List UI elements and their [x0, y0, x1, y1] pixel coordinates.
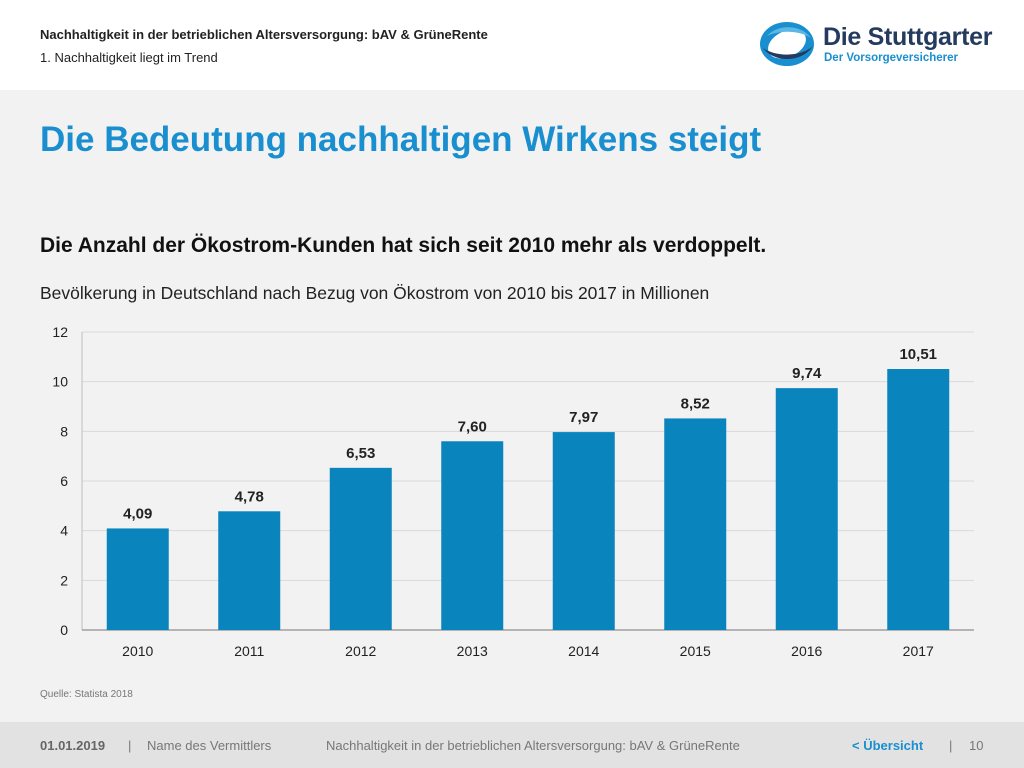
x-tick-label-2012: 2012 [345, 643, 376, 659]
bar-2011 [218, 511, 281, 630]
company-logo: Die Stuttgarter Der Vorsorgeversicherer [757, 18, 997, 74]
x-tick-label-2010: 2010 [122, 643, 153, 659]
chart-bars [106, 369, 950, 630]
slide-footer: 01.01.2019 | Name des Vermittlers Nachha… [0, 722, 1024, 768]
y-tick-label: 8 [60, 423, 68, 439]
chart-axes: 0 2 4 6 8 10 12 2010 2011 2012 2013 2014 2015 2016 201… [52, 324, 974, 659]
slide-content: Die Bedeutung nachhaltigen Wirkens steig… [0, 90, 1024, 722]
data-label-2015: 8,52 [681, 395, 710, 412]
data-label-2017: 10,51 [899, 346, 937, 363]
footer-separator: | [949, 738, 953, 753]
y-tick-label: 12 [52, 324, 68, 340]
source-note: Quelle: Statista 2018 [40, 689, 133, 700]
bar-2010 [106, 528, 169, 630]
page-number: 10 [969, 738, 984, 753]
data-label-2011: 4,78 [235, 488, 264, 505]
overview-link[interactable]: < Übersicht [852, 738, 924, 753]
x-tick-label-2017: 2017 [903, 643, 934, 659]
y-tick-label: 6 [60, 473, 68, 489]
x-tick-label-2016: 2016 [791, 643, 822, 659]
page-title: Die Bedeutung nachhaltigen Wirkens steig… [40, 120, 762, 159]
header-title: Nachhaltigkeit in der betrieblichen Alte… [40, 27, 488, 42]
chart-gridlines [82, 331, 974, 581]
logo-tagline: Der Vorsorgeversicherer [824, 52, 959, 64]
y-tick-label: 0 [60, 622, 68, 638]
logo-mark-icon [760, 22, 814, 66]
data-label-2013: 7,60 [458, 418, 487, 435]
chart-value-labels: 4,09 4,78 6,53 7,60 7,97 8,52 9,74 10,51 [123, 346, 937, 522]
logo-name: Die Stuttgarter [823, 23, 993, 51]
x-tick-label-2014: 2014 [568, 643, 599, 659]
bar-2015 [664, 418, 727, 630]
slide-headline: Die Anzahl der Ökostrom-Kunden hat sich … [40, 234, 767, 257]
footer-date: 01.01.2019 [40, 738, 106, 753]
data-label-2012: 6,53 [346, 445, 375, 462]
data-label-2010: 4,09 [123, 505, 152, 522]
y-tick-label: 4 [60, 523, 68, 539]
header-subtitle: 1. Nachhaltigkeit liegt im Trend [40, 50, 218, 65]
bar-chart: 0 2 4 6 8 10 12 2010 2011 2012 2013 2014 2015 2016 201… [52, 324, 974, 659]
bar-2017 [887, 369, 950, 630]
data-label-2016: 9,74 [792, 365, 822, 382]
bar-2013 [441, 441, 504, 630]
bar-2014 [552, 432, 615, 630]
footer-document-title: Nachhaltigkeit in der betrieblichen Alte… [326, 738, 740, 753]
y-tick-label: 10 [52, 374, 68, 390]
data-label-2014: 7,97 [569, 409, 598, 426]
x-tick-label-2015: 2015 [680, 643, 711, 659]
bar-2012 [329, 467, 392, 630]
footer-separator: | [128, 738, 132, 753]
bar-2016 [775, 388, 838, 630]
chart-caption: Bevölkerung in Deutschland nach Bezug vo… [40, 283, 710, 303]
y-tick-label: 2 [60, 572, 68, 588]
slide-header: Nachhaltigkeit in der betrieblichen Alte… [0, 0, 1024, 90]
x-tick-label-2011: 2011 [234, 643, 264, 659]
x-tick-label-2013: 2013 [457, 643, 488, 659]
footer-agent-name: Name des Vermittlers [147, 738, 272, 753]
